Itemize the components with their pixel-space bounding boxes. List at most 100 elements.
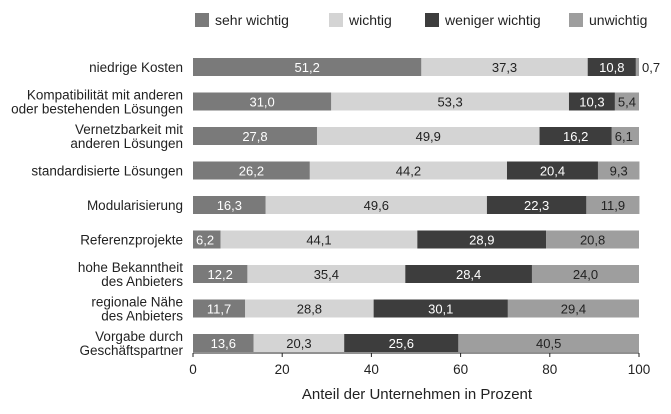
bar-value-label: 44,2 [396, 164, 421, 179]
bar-segment-weniger-wichtig [568, 92, 615, 111]
bar-value-label: 24,0 [573, 267, 598, 282]
bar-value-label: 16,3 [217, 198, 242, 213]
bar-value-label: 13,6 [211, 336, 236, 351]
bar-segment-sehr-wichtig [193, 334, 254, 352]
bar-value-label: 31,0 [249, 95, 274, 110]
bar-segment-unwichtig [458, 334, 639, 352]
bar-segment-wichtig [309, 161, 507, 180]
bar-value-label: 53,3 [437, 95, 462, 110]
bar-segment-wichtig [331, 92, 569, 111]
bar-segment-weniger-wichtig [506, 161, 598, 180]
bar-segment-sehr-wichtig [193, 230, 221, 249]
bar-segment-unwichtig [531, 265, 639, 283]
bar-value-label: 10,8 [599, 60, 624, 75]
legend-label-unwichtig: unwichtig [589, 12, 647, 28]
bar-value-label: 26,2 [239, 164, 264, 179]
bar-value-label: 12,2 [208, 267, 233, 282]
bar-row-vernetzbarkeit-mit-anderen-loesungen: 27,8 49,9 16,2 6,1 [193, 127, 639, 145]
bar-row-kompatibilitaet-mit-anderen-oder-bestehenden-loesungen: 31,0 53,3 10,3 5,4 [193, 92, 639, 111]
category-label-modularisierung: Modularisierung [87, 198, 183, 213]
bar-row-referenzprojekte: 6,2 44,1 28,9 20,8 [193, 230, 639, 249]
category-label-regionale-naehe-des-anbieters: regionale Nähe des Anbieters [91, 295, 183, 324]
category-labels: niedrige Kosten Kompatibilität mit andere… [11, 60, 183, 358]
bar-segment-sehr-wichtig [193, 299, 246, 318]
bar-segment-wichtig [316, 127, 540, 145]
bar-segment-weniger-wichtig [405, 265, 532, 283]
bar-value-label: 6,1 [615, 129, 633, 144]
bar-value-label: 20,4 [540, 164, 565, 179]
bar-value-label: 11,9 [601, 198, 625, 213]
bar-segment-unwichtig [635, 58, 639, 76]
bar-value-label: 11,7 [207, 302, 231, 317]
x-tick-label: 40 [364, 362, 379, 377]
legend-label-weniger-wichtig: weniger wichtig [444, 12, 541, 28]
bar-segment-wichtig [421, 58, 588, 76]
bar-value-label: 5,4 [618, 95, 636, 110]
bar-value-label: 28,4 [456, 267, 481, 282]
bar-segment-unwichtig [507, 299, 639, 318]
legend-label-wichtig: wichtig [348, 12, 392, 28]
chart-legend: sehr wichtig wichtig weniger wichtig unwich… [195, 12, 647, 28]
bar-segment-unwichtig [614, 92, 639, 111]
bar-row-hohe-bekanntheit-des-anbieters: 12,2 35,4 28,4 24,0 [193, 265, 639, 283]
bar-segment-sehr-wichtig [193, 127, 317, 145]
bar-row-standardisierte-loesungen: 26,2 44,2 20,4 9,3 [193, 161, 640, 180]
bar-segment-weniger-wichtig [344, 334, 459, 352]
bar-segment-weniger-wichtig [587, 58, 636, 76]
bar-value-label: 16,2 [563, 129, 588, 144]
legend-swatch-wichtig [329, 13, 343, 27]
x-tick-label: 100 [628, 362, 651, 377]
bar-row-modularisierung: 16,3 49,6 22,3 11,9 [193, 196, 640, 214]
x-tick-label: 20 [275, 362, 290, 377]
legend-label-sehr-wichtig: sehr wichtig [215, 12, 289, 28]
category-label-hohe-bekanntheit-des-anbieters: hohe Bekanntheit des Anbieters [78, 260, 183, 289]
category-label-referenzprojekte: Referenzprojekte [80, 233, 183, 248]
bar-segment-wichtig [253, 334, 345, 352]
legend-swatch-weniger-wichtig [425, 13, 439, 27]
category-label-vorgabe-durch-geschaeftspartner: Vorgabe durch Geschäftspartner [79, 329, 183, 358]
category-label-vernetzbarkeit-mit-anderen-loesungen: Vernetzbarkeit mit anderen Lösungen [70, 122, 183, 151]
bar-value-label: 20,3 [286, 336, 311, 351]
category-label-niedrige-kosten: niedrige Kosten [89, 60, 183, 75]
bar-value-label: 0,7 [642, 60, 660, 75]
bar-value-label: 9,3 [610, 164, 628, 179]
bar-segment-unwichtig [546, 230, 639, 249]
bar-segment-wichtig [265, 196, 487, 214]
bar-segment-unwichtig [597, 161, 640, 180]
bar-value-label: 51,2 [295, 60, 320, 75]
bar-row-regionale-naehe-des-anbieters: 11,7 28,8 30,1 29,4 [193, 299, 639, 318]
x-tick-label: 60 [453, 362, 468, 377]
x-axis-title: Anteil der Unternehmen in Prozent [302, 386, 533, 403]
category-label-standardisierte-loesungen: standardisierte Lösungen [31, 164, 183, 179]
bar-segment-wichtig [247, 265, 406, 283]
legend-swatch-unwichtig [569, 13, 583, 27]
legend-swatch-sehr-wichtig [195, 13, 209, 27]
bar-segment-wichtig [220, 230, 418, 249]
bar-segment-sehr-wichtig [193, 196, 266, 214]
bar-segment-wichtig [245, 299, 374, 318]
bar-segment-unwichtig [586, 196, 640, 214]
bar-value-label: 22,3 [524, 198, 549, 213]
bar-value-label: 49,9 [416, 129, 441, 144]
category-label-kompatibilitaet-mit-anderen-oder-bestehenden-loesungen: Kompatibilität mit anderen oder bestehend… [11, 88, 183, 117]
bar-segment-sehr-wichtig [193, 161, 310, 180]
bar-value-label: 37,3 [492, 60, 517, 75]
bar-value-label: 6,2 [196, 233, 214, 248]
bar-segment-sehr-wichtig [193, 92, 332, 111]
bar-segment-sehr-wichtig [193, 58, 422, 76]
bar-segment-weniger-wichtig [417, 230, 547, 249]
bar-value-label: 40,5 [536, 336, 561, 351]
bar-value-label: 28,9 [469, 233, 494, 248]
bar-segment-weniger-wichtig [373, 299, 508, 318]
bar-value-label: 27,8 [242, 129, 267, 144]
bar-value-label: 25,6 [389, 336, 414, 351]
x-tick-label: 80 [542, 362, 557, 377]
bar-value-label: 29,4 [561, 302, 586, 317]
x-axis: 0 20 40 60 80 100 [189, 352, 651, 377]
bar-row-vorgabe-durch-geschaeftspartner: 13,6 20,3 25,6 40,5 [193, 334, 639, 352]
bar-value-label: 20,8 [580, 233, 605, 248]
bar-value-label: 10,3 [579, 95, 604, 110]
bar-stacks: 51,2 37,3 10,8 0,7 31,0 53,3 10,3 5,4 27,8 49,9 16… [193, 58, 660, 352]
bar-value-label: 30,1 [428, 302, 453, 317]
